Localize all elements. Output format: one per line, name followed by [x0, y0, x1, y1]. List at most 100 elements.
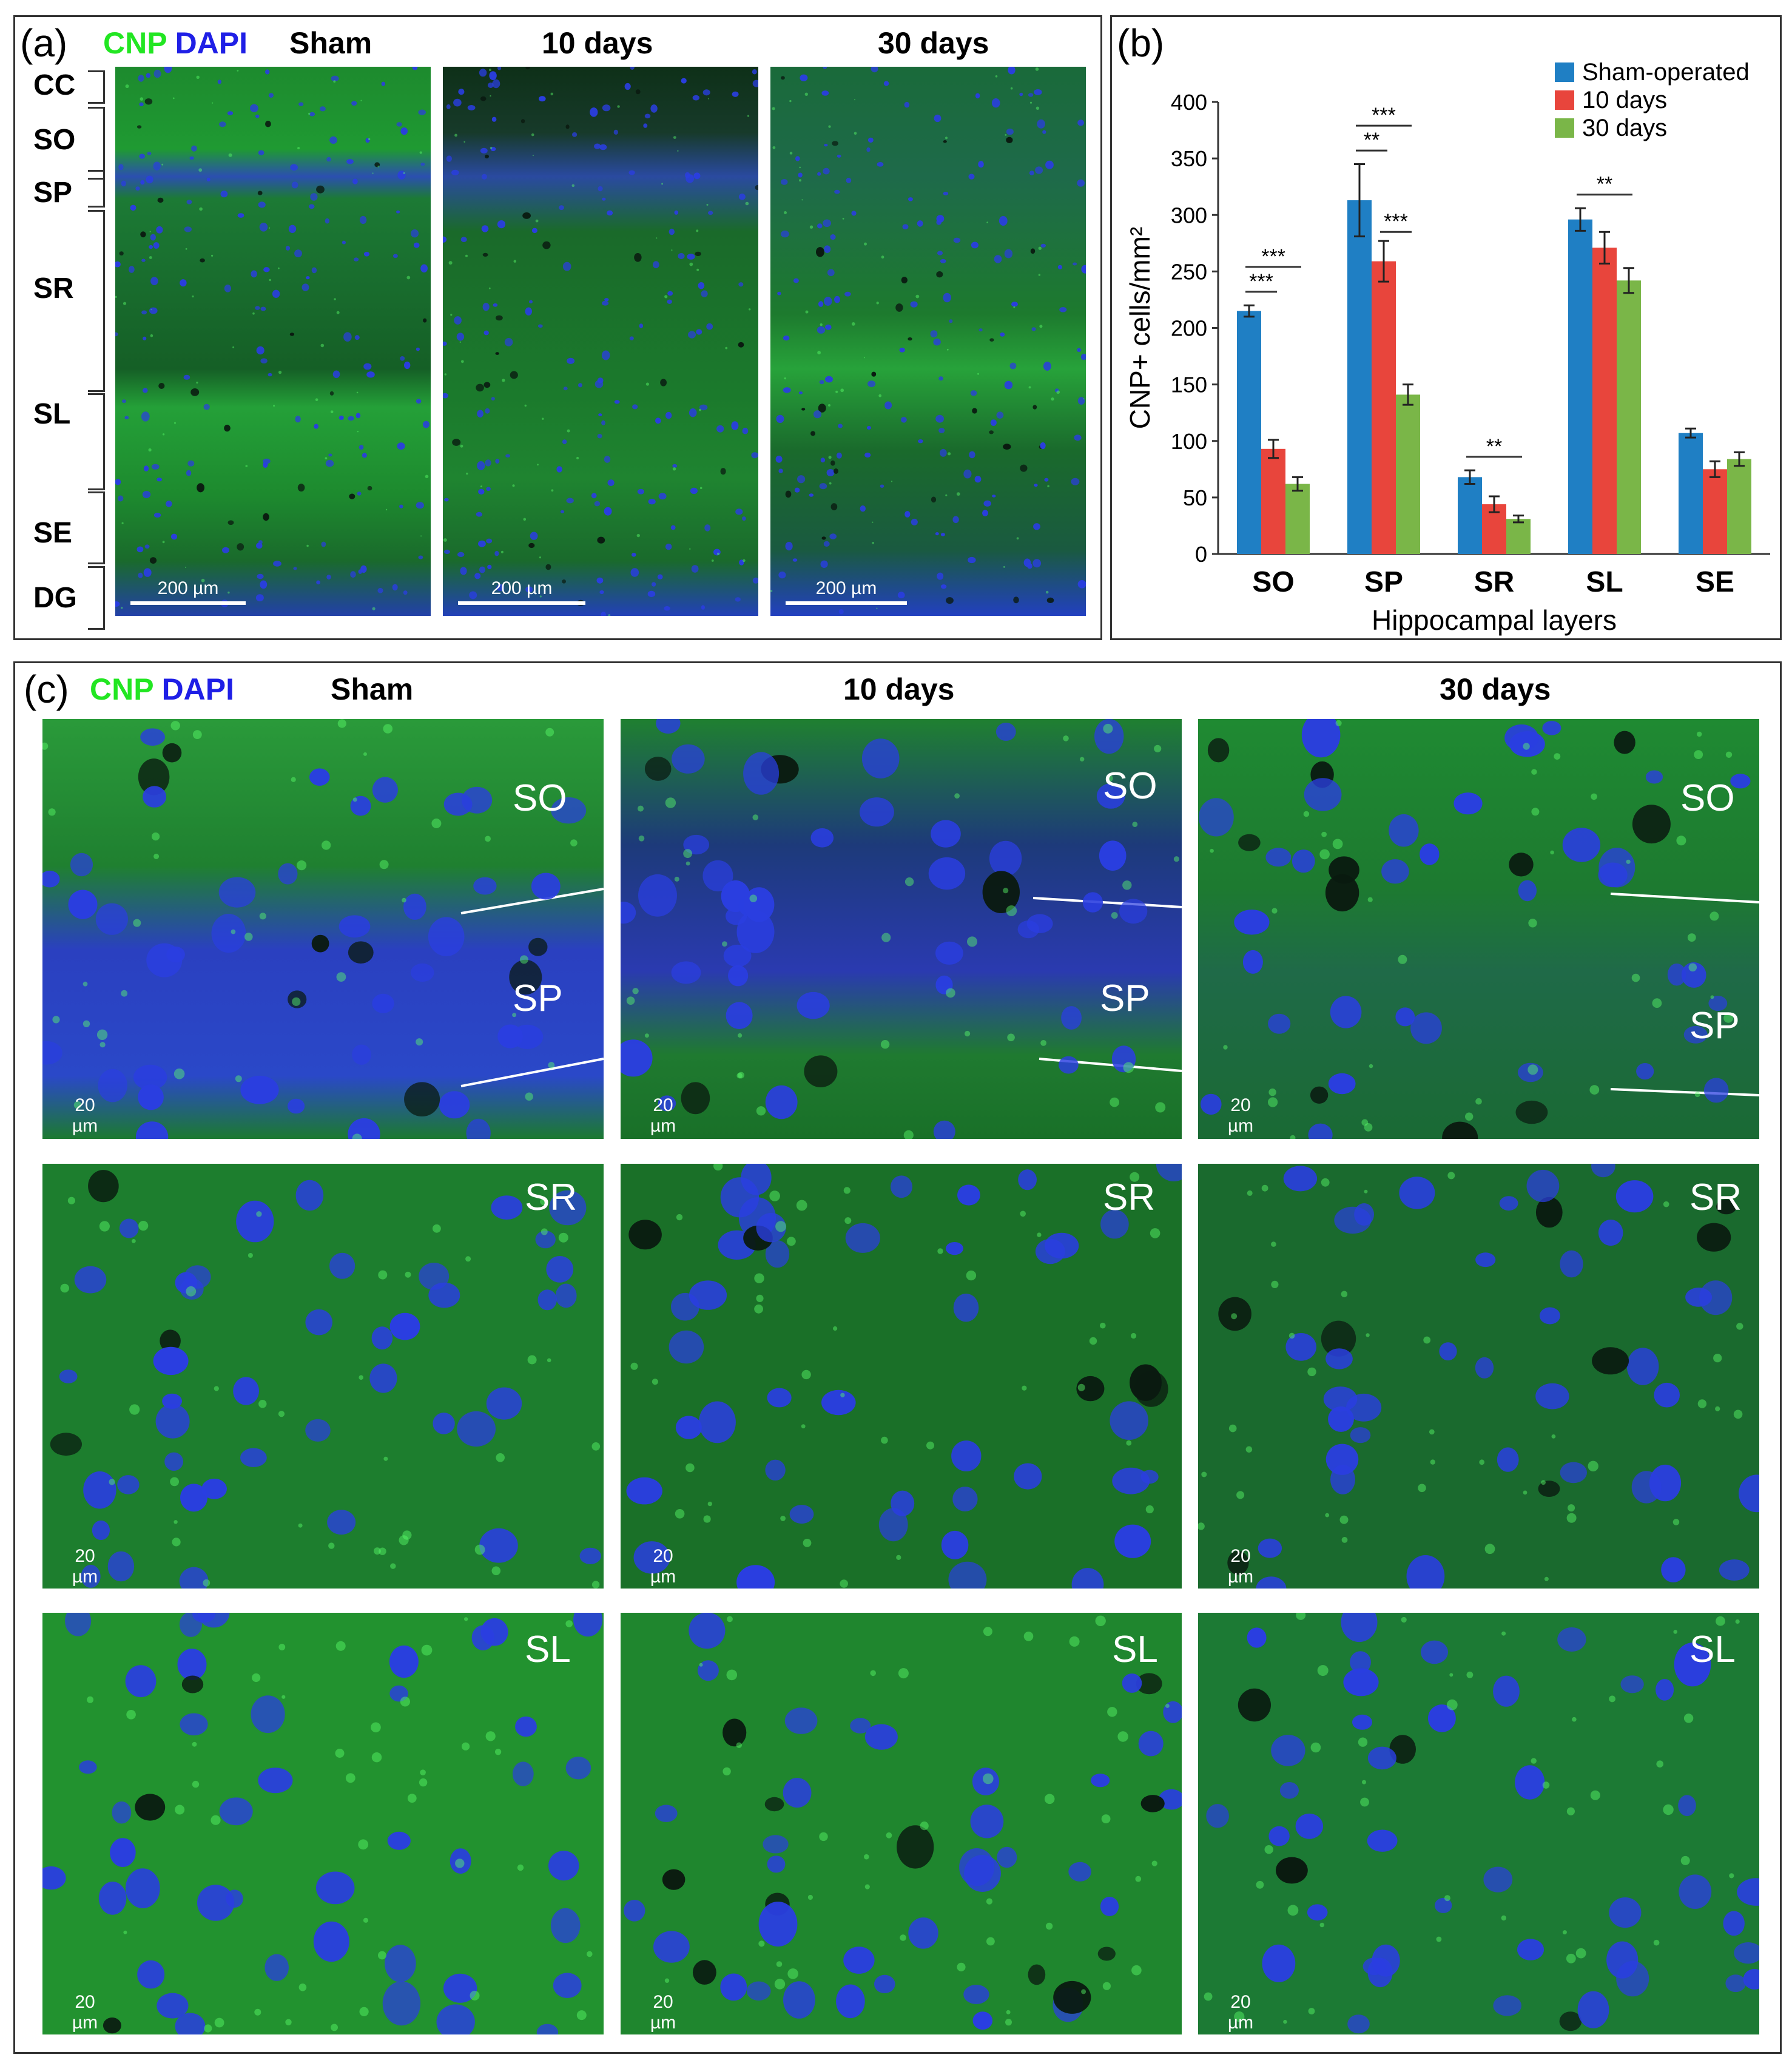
cell-nucleus — [1645, 770, 1663, 784]
cnp-signal — [245, 465, 248, 467]
cell-nucleus — [1077, 120, 1084, 126]
cell-nucleus — [836, 1984, 865, 2019]
cnp-signal — [496, 1453, 505, 1462]
cnp-signal — [703, 1515, 711, 1523]
cnp-signal — [1436, 1936, 1442, 1942]
cnp-signal — [192, 295, 194, 298]
layer-label-sr: SR — [1689, 1177, 1742, 1218]
cnp-signal — [1038, 274, 1041, 276]
cnp-signal — [331, 2024, 338, 2031]
cell-nucleus — [155, 1404, 190, 1439]
cell-nucleus — [189, 156, 194, 160]
cell-nucleus — [466, 1118, 491, 1139]
cell-nucleus — [764, 1797, 784, 1812]
cell-nucleus — [326, 575, 331, 580]
cnp-signal — [1501, 1631, 1506, 1636]
cell-nucleus — [143, 465, 149, 471]
bar-so-series-3 — [1285, 484, 1310, 554]
cell-nucleus — [121, 399, 127, 403]
cell-nucleus — [901, 417, 907, 423]
layer-label-sp: SP — [1689, 1005, 1740, 1047]
cell-nucleus — [810, 828, 834, 848]
cell-nucleus — [1242, 950, 1263, 974]
cell-nucleus — [389, 1685, 408, 1702]
cell-nucleus — [821, 90, 829, 96]
cnp-signal — [1663, 1201, 1669, 1207]
cnp-signal — [488, 287, 491, 289]
cell-nucleus — [1310, 1086, 1329, 1104]
cell-nucleus — [652, 582, 656, 587]
cell-nucleus — [624, 1900, 645, 1922]
cell-nucleus — [1328, 1073, 1356, 1095]
cnp-signal — [232, 346, 235, 348]
layer-label-sr: SR — [1103, 1177, 1156, 1218]
cell-nucleus — [321, 541, 326, 547]
cnp-signal — [1016, 537, 1019, 540]
cnp-signal — [626, 996, 635, 1005]
cnp-signal — [1366, 1333, 1370, 1337]
cell-nucleus — [775, 455, 783, 463]
cnp-signal — [196, 382, 198, 384]
cell-nucleus — [1138, 1730, 1164, 1757]
cell-nucleus — [701, 290, 708, 297]
cnp-signal — [547, 1358, 551, 1363]
cell-nucleus — [156, 226, 163, 234]
cell-nucleus — [1238, 1688, 1271, 1722]
cnp-signal — [405, 1271, 411, 1278]
cell-nucleus — [1410, 1012, 1442, 1044]
cnp-signal — [550, 92, 554, 96]
cnp-signal — [756, 1106, 766, 1116]
cell-nucleus — [264, 1954, 289, 1981]
layer-label-so: SO — [1103, 765, 1157, 807]
cell-nucleus — [1560, 1462, 1587, 1484]
cell-nucleus — [704, 524, 711, 532]
cell-nucleus — [1325, 1443, 1359, 1475]
cnp-signal — [1261, 1184, 1268, 1192]
cell-nucleus — [454, 316, 462, 325]
layer-label-se: SE — [33, 517, 73, 549]
cell-nucleus — [1725, 1974, 1746, 1993]
y-tick-label: 100 — [1171, 429, 1207, 454]
cell-nucleus — [1730, 774, 1751, 789]
cell-nucleus — [752, 79, 758, 87]
cell-nucleus — [298, 102, 304, 106]
cnp-signal — [1045, 1922, 1053, 1930]
cnp-signal — [460, 360, 464, 363]
cnp-signal — [1725, 751, 1733, 758]
cell-nucleus — [908, 197, 913, 201]
cell-nucleus — [525, 586, 533, 593]
cell-nucleus — [1620, 1675, 1644, 1693]
cell-nucleus — [1737, 1878, 1759, 1906]
cell-nucleus — [820, 458, 826, 463]
cell-nucleus — [550, 1908, 581, 1943]
cnp-signal — [796, 1200, 807, 1211]
bar-sl-series-2 — [1592, 248, 1617, 554]
cnp-signal — [199, 207, 203, 211]
cell-nucleus — [359, 215, 367, 225]
scale-bar-a-30days: 200 µm — [786, 578, 907, 605]
cell-nucleus — [474, 573, 481, 579]
cnp-signal — [1709, 911, 1719, 921]
cell-nucleus — [563, 387, 568, 391]
cell-nucleus — [485, 459, 491, 467]
cell-nucleus — [352, 1044, 371, 1065]
cell-nucleus — [698, 1401, 736, 1443]
cnp-signal — [186, 1286, 197, 1297]
cell-nucleus — [399, 504, 403, 508]
cnp-signal — [736, 1742, 742, 1748]
cell-nucleus — [74, 1266, 107, 1294]
cell-nucleus — [692, 95, 699, 101]
cnp-signal — [462, 1742, 470, 1751]
cell-nucleus — [971, 241, 979, 249]
cell-nucleus — [1077, 580, 1086, 589]
cell-nucleus — [136, 125, 142, 129]
cell-nucleus — [486, 1387, 522, 1420]
cell-nucleus — [263, 267, 270, 272]
cnp-signal — [1155, 1102, 1166, 1113]
cnp-signal — [1341, 1291, 1348, 1298]
cnp-signal — [1716, 1616, 1725, 1626]
cnp-signal — [707, 1501, 712, 1507]
bar-sp-series-3 — [1396, 394, 1420, 554]
cell-nucleus — [263, 458, 271, 464]
cell-nucleus — [479, 69, 487, 77]
